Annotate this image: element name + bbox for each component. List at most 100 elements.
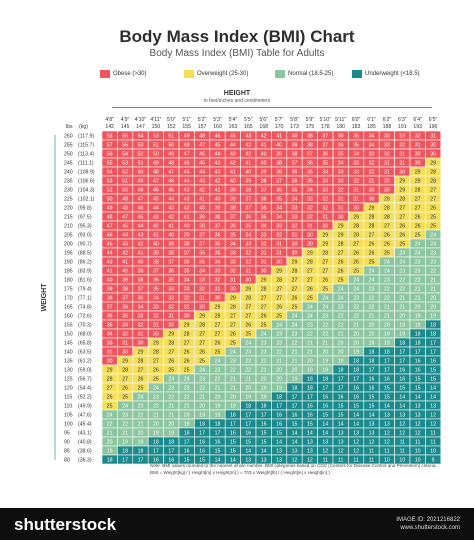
bmi-value: 39 — [261, 170, 267, 176]
bmi-value: 14 — [353, 413, 359, 419]
bmi-value: 21 — [276, 359, 282, 365]
bmi-value: 17 — [399, 359, 405, 365]
bmi-value: 30 — [122, 350, 128, 356]
bmi-value: 51 — [138, 161, 144, 167]
bmi-value: 14 — [292, 431, 298, 437]
bmi-value: 26 — [415, 215, 421, 221]
image-id-label: IMAGE ID: 2021216822 — [396, 517, 460, 523]
bmi-value: 20 — [415, 305, 421, 311]
weight-kg-label: (102.1) — [78, 197, 95, 203]
bmi-value: 36 — [230, 224, 236, 230]
bmi-value: 19 — [261, 386, 267, 392]
legend-label: Obese (>30) — [113, 71, 147, 77]
height-ft-label: 5'2" — [198, 117, 207, 123]
bmi-value: 29 — [199, 314, 205, 320]
bmi-value: 23 — [245, 350, 251, 356]
bmi-value: 31 — [245, 269, 251, 275]
bmi-value: 27 — [322, 269, 328, 275]
bmi-value: 33 — [322, 188, 328, 194]
bmi-value: 39 — [245, 179, 251, 185]
bmi-value: 16 — [369, 377, 375, 383]
bmi-value: 22 — [307, 332, 313, 338]
bmi-value: 40 — [261, 161, 267, 167]
bmi-value: 12 — [415, 422, 421, 428]
bmi-value: 41 — [261, 143, 267, 149]
height-ft-label: 6'1" — [367, 117, 376, 123]
bmi-value: 40 — [138, 260, 144, 266]
bmi-value: 36 — [199, 251, 205, 257]
bmi-value: 31 — [399, 161, 405, 167]
bmi-value: 9 — [432, 458, 435, 464]
bmi-value: 30 — [245, 278, 251, 284]
bmi-value: 21 — [322, 341, 328, 347]
bmi-value: 27 — [415, 197, 421, 203]
weight-lbs-label: 255 — [64, 143, 73, 149]
bmi-value: 31 — [415, 143, 421, 149]
bmi-value: 31 — [322, 215, 328, 221]
bmi-value: 25 — [199, 359, 205, 365]
bmi-value: 34 — [322, 179, 328, 185]
bmi-value: 26 — [138, 377, 144, 383]
weight-lbs-label: 250 — [64, 152, 73, 158]
bmi-value: 17 — [245, 413, 251, 419]
bmi-value: 29 — [415, 170, 421, 176]
bmi-value: 15 — [430, 368, 436, 374]
bmi-value: 16 — [415, 359, 421, 365]
bmi-value: 30 — [384, 188, 390, 194]
bmi-value: 29 — [107, 368, 113, 374]
bmi-value: 19 — [230, 404, 236, 410]
bmi-value: 28 — [261, 287, 267, 293]
footer-image-id: IMAGE ID: 2021216822 www.shutterstock.co… — [396, 516, 460, 532]
bmi-value: 25 — [399, 242, 405, 248]
weight-lbs-label: 190 — [64, 260, 73, 266]
bmi-value: 32 — [276, 233, 282, 239]
bmi-value: 48 — [168, 161, 174, 167]
bmi-value: 19 — [138, 440, 144, 446]
bmi-value: 33 — [369, 152, 375, 158]
bmi-value: 34 — [338, 161, 344, 167]
bmi-value: 26 — [122, 386, 128, 392]
bmi-value: 47 — [153, 179, 159, 185]
bmi-value: 42 — [230, 161, 236, 167]
bmi-value: 17 — [430, 341, 436, 347]
bmi-value: 20 — [261, 377, 267, 383]
bmi-value: 26 — [399, 224, 405, 230]
bmi-value: 50 — [122, 188, 128, 194]
bmi-value: 14 — [215, 458, 221, 464]
bmi-value: 36 — [153, 278, 159, 284]
bmi-value: 13 — [292, 449, 298, 455]
bmi-value: 24 — [107, 413, 113, 419]
bmi-value: 16 — [338, 395, 344, 401]
weight-kg-label: (59.0) — [78, 368, 92, 374]
bmi-value: 45 — [230, 134, 236, 140]
bmi-value: 29 — [322, 233, 328, 239]
bmi-value: 20 — [399, 314, 405, 320]
bmi-value: 31 — [184, 305, 190, 311]
bmi-value: 40 — [168, 233, 174, 239]
bmi-value: 32 — [353, 179, 359, 185]
bmi-value: 32 — [322, 197, 328, 203]
bmi-value: 53 — [138, 143, 144, 149]
bmi-value: 33 — [230, 251, 236, 257]
bmi-value: 20 — [430, 305, 436, 311]
bmi-value: 44 — [138, 224, 144, 230]
bmi-value: 14 — [399, 395, 405, 401]
bmi-value: 11 — [430, 431, 435, 437]
height-ft-label: 4'10" — [135, 117, 147, 123]
bmi-value: 25 — [215, 350, 221, 356]
bmi-value: 16 — [430, 359, 436, 365]
bmi-value: 44 — [153, 206, 159, 212]
bmi-value: 32 — [369, 170, 375, 176]
bmi-value: 34 — [245, 233, 251, 239]
bmi-value: 18 — [353, 359, 359, 365]
bmi-value: 25 — [430, 215, 436, 221]
bmi-value: 23 — [261, 350, 267, 356]
lbs-header: lbs — [66, 124, 73, 130]
bmi-value: 44 — [122, 233, 128, 239]
bmi-value: 22 — [245, 359, 251, 365]
bmi-value: 46 — [107, 233, 113, 239]
legend: Obese (>30) Overweight (25-30) Normal (1… — [0, 70, 474, 82]
bmi-value: 48 — [199, 134, 205, 140]
height-ft-label: 5'7" — [275, 117, 284, 123]
bmi-value: 15 — [384, 395, 390, 401]
